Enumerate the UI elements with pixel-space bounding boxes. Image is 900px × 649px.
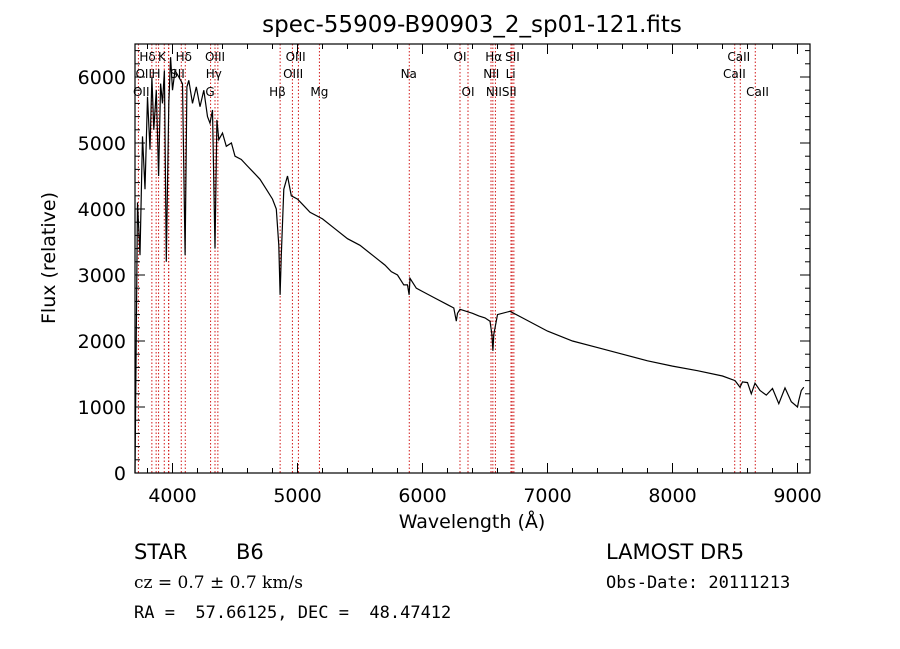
marker-label: OI bbox=[462, 85, 475, 99]
object-class: STAR bbox=[134, 540, 188, 564]
x-axis-ticks: 4000 5000 6000 7000 8000 9000 bbox=[147, 44, 822, 507]
marker-label: OII bbox=[133, 85, 150, 99]
y-tick-label: 0 bbox=[114, 463, 126, 485]
x-tick-label: 4000 bbox=[148, 485, 196, 507]
x-tick-label: 9000 bbox=[773, 485, 821, 507]
x-axis-label: Wavelength (Å) bbox=[399, 510, 546, 533]
line-markers bbox=[137, 44, 756, 473]
marker-label: Hγ bbox=[206, 67, 222, 81]
marker-label: Hδ bbox=[139, 50, 155, 64]
redshift-readout: cz = 0.7 ± 0.7 km/s bbox=[134, 573, 303, 593]
marker-label: CaII bbox=[746, 85, 769, 99]
marker-label: Na bbox=[401, 67, 417, 81]
y-tick-label: 4000 bbox=[78, 199, 126, 221]
marker-label: Li bbox=[506, 67, 516, 81]
marker-label: CaII bbox=[723, 67, 746, 81]
marker-label: Hδ bbox=[176, 50, 192, 64]
y-tick-label: 6000 bbox=[78, 67, 126, 89]
marker-label: OIII bbox=[283, 67, 303, 81]
spectrum-line bbox=[134, 57, 805, 474]
marker-label: K bbox=[158, 50, 167, 64]
plot-frame bbox=[134, 43, 811, 474]
marker-label: NIISII bbox=[486, 85, 517, 99]
x-tick-label: 7000 bbox=[523, 485, 571, 507]
chart-title: spec-55909-B90903_2_sp01-121.fits bbox=[262, 12, 682, 38]
marker-label: OII bbox=[135, 67, 152, 81]
marker-label: Hα bbox=[485, 50, 502, 64]
marker-label: G bbox=[205, 85, 214, 99]
marker-label: H bbox=[151, 67, 160, 81]
y-axis-ticks: 0 1000 2000 3000 4000 5000 6000 bbox=[78, 50, 810, 485]
marker-label: CaII bbox=[727, 50, 750, 64]
y-tick-label: 1000 bbox=[78, 397, 126, 419]
marker-label: Mg bbox=[310, 85, 328, 99]
object-subclass: B6 bbox=[236, 540, 264, 564]
y-tick-label: 5000 bbox=[78, 133, 126, 155]
y-tick-label: 2000 bbox=[78, 331, 126, 353]
y-tick-label: 3000 bbox=[78, 265, 126, 287]
marker-label: OI bbox=[454, 50, 467, 64]
x-tick-label: 5000 bbox=[273, 485, 321, 507]
survey-name: LAMOST DR5 bbox=[606, 540, 745, 564]
marker-label: Hβ bbox=[269, 85, 286, 99]
coordinates: RA = 57.66125, DEC = 48.47412 bbox=[134, 603, 452, 623]
x-tick-label: 6000 bbox=[398, 485, 446, 507]
marker-label: OIII bbox=[205, 50, 225, 64]
marker-label: OIII bbox=[286, 50, 306, 64]
x-tick-label: 8000 bbox=[648, 485, 696, 507]
obs-date: Obs-Date: 20111213 bbox=[606, 573, 791, 593]
marker-label: SII bbox=[505, 50, 520, 64]
marker-label: NII bbox=[483, 67, 499, 81]
y-axis-label: Flux (relative) bbox=[38, 192, 60, 324]
